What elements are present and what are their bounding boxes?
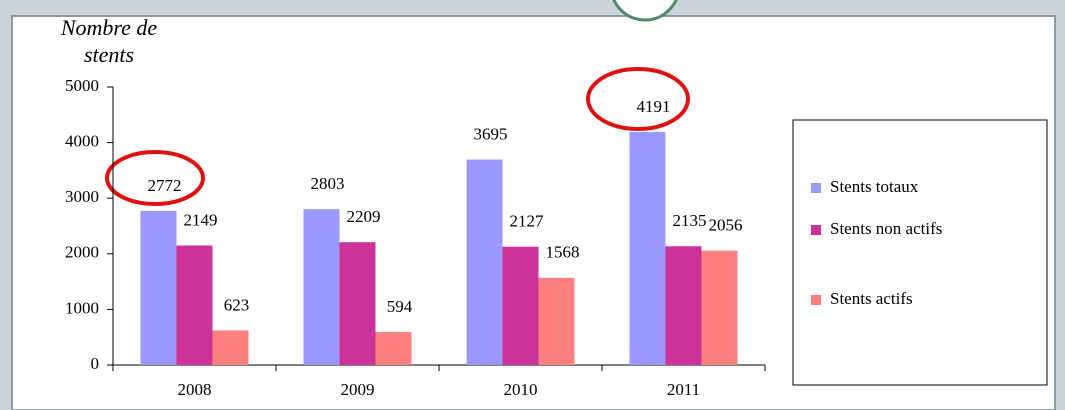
y-tick-label: 2000 (65, 243, 99, 262)
legend-box (792, 119, 1048, 386)
legend-swatch (811, 295, 821, 305)
value-label: 2056 (709, 216, 743, 235)
value-label: 2149 (184, 210, 218, 229)
legend-label: Stents actifs (830, 289, 913, 308)
value-label: 3695 (474, 124, 508, 143)
value-label: 1568 (546, 243, 580, 262)
bar (375, 331, 412, 365)
legend-swatch (811, 225, 821, 235)
y-tick-label: 1000 (65, 298, 99, 317)
legend-label: Stents non actifs (830, 219, 942, 238)
x-tick-label: 2011 (667, 380, 700, 399)
bar (466, 159, 503, 365)
value-label: 623 (224, 295, 250, 314)
bar (140, 210, 177, 365)
value-label: 2772 (148, 176, 182, 195)
legend-swatch (811, 183, 821, 193)
bar (339, 242, 376, 365)
bar (665, 246, 702, 365)
y-tick-label: 4000 (65, 132, 99, 151)
y-tick-label: 5000 (65, 76, 99, 95)
value-label: 594 (387, 297, 413, 316)
logo (612, 0, 678, 22)
bar (538, 277, 575, 365)
highlight-circle (105, 150, 205, 206)
bar (502, 246, 539, 365)
bar (176, 245, 213, 365)
bar (212, 330, 249, 365)
value-label: 2803 (311, 174, 345, 193)
value-label: 4191 (637, 97, 671, 116)
x-tick-label: 2010 (504, 380, 538, 399)
bar (303, 209, 340, 365)
x-tick-label: 2008 (178, 380, 212, 399)
x-tick-label: 2009 (341, 380, 375, 399)
bar (629, 131, 666, 365)
value-label: 2135 (673, 211, 707, 230)
legend-label: Stents totaux (830, 177, 919, 196)
value-label: 2127 (510, 212, 545, 231)
y-tick-label: 0 (91, 354, 100, 373)
bar (701, 250, 738, 365)
y-tick-label: 3000 (65, 187, 99, 206)
value-label: 2209 (347, 207, 381, 226)
highlight-circle (586, 67, 690, 131)
y-axis-label: Nombre de stents (60, 15, 158, 67)
